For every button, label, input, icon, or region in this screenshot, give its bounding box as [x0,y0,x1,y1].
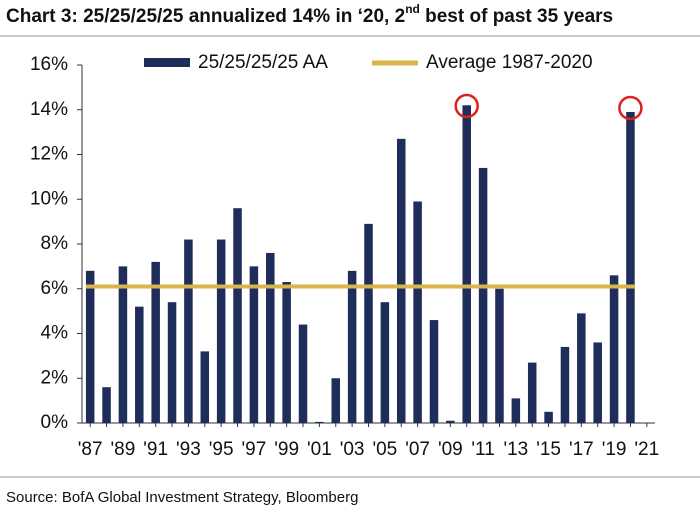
bar [347,270,357,423]
bar [396,138,406,423]
y-tick-label: 10% [30,188,68,209]
bar [298,324,308,423]
bar [560,346,570,423]
y-tick-label: 12% [30,144,68,165]
bar [315,421,324,423]
y-tick-label: 16% [30,54,68,75]
y-tick-label: 14% [30,99,68,120]
highlight-circle [454,93,479,119]
y-tick-label: 8% [41,233,69,254]
bar [593,342,602,423]
x-tick-label: '17 [569,439,594,460]
x-tick-label: '15 [536,439,561,460]
source: Source: BofA Global Investment Strategy,… [6,489,358,506]
bar [364,223,373,423]
bar [446,420,455,423]
x-tick-label: '05 [372,439,397,460]
x-tick-label: '95 [209,439,234,460]
bar [151,261,160,423]
y-tick-label: 0% [41,412,69,433]
bar [331,378,341,423]
bar [626,111,635,424]
title-superscript: nd [405,2,420,16]
x-tick-label: '89 [111,439,136,460]
bar [102,387,111,423]
x-tick-label: '13 [503,439,528,460]
x-tick-label: '03 [340,439,365,460]
bar [527,362,537,423]
bar [216,239,226,423]
legend-label: 25/25/25/25 AA [198,52,328,73]
y-tick-label: 6% [41,278,69,299]
title-part: Chart 3: 25/25/25/25 annualized 14% in ‘… [6,6,405,27]
x-tick-label: '93 [176,439,201,460]
x-tick-label: '21 [634,439,659,460]
x-tick-label: '91 [143,439,168,460]
bar [380,302,390,423]
bar [167,302,177,423]
x-tick-label: '09 [438,439,463,460]
bar [609,275,619,423]
chart-title: Chart 3: 25/25/25/25 annualized 14% in ‘… [6,2,613,27]
bar [135,306,144,423]
title-part: best of past 35 years [420,6,613,27]
bar [413,201,422,423]
bar [478,167,488,423]
bar [85,270,95,423]
x-tick-label: '11 [471,439,494,460]
x-tick-label: '01 [307,439,332,460]
bar [429,320,439,423]
x-tick-label: '97 [242,439,267,460]
bar [544,411,553,423]
highlight-circle [618,95,643,121]
x-tick-label: '99 [274,439,299,460]
x-tick-label: '87 [78,439,103,460]
bar [495,288,504,423]
x-tick-label: '07 [405,439,430,460]
bar [249,266,259,423]
bar [511,398,521,423]
bar [118,266,128,423]
legend-swatch [144,58,190,67]
legend-label: Average 1987-2020 [426,52,593,73]
y-tick-label: 2% [41,367,69,388]
y-tick-label: 4% [41,323,69,344]
x-tick-label: '19 [602,439,627,460]
bar [462,105,471,424]
bar [233,208,242,423]
bar [577,313,586,423]
bar [282,282,291,423]
bar [266,252,275,423]
bar [200,351,210,423]
bar [184,239,193,423]
